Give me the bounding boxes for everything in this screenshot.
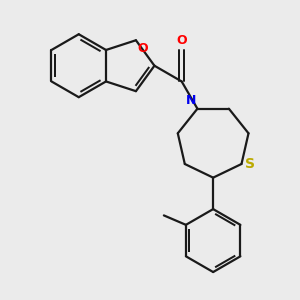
Text: S: S xyxy=(244,157,255,171)
Text: N: N xyxy=(185,94,196,107)
Text: O: O xyxy=(137,42,148,55)
Text: O: O xyxy=(176,34,187,47)
